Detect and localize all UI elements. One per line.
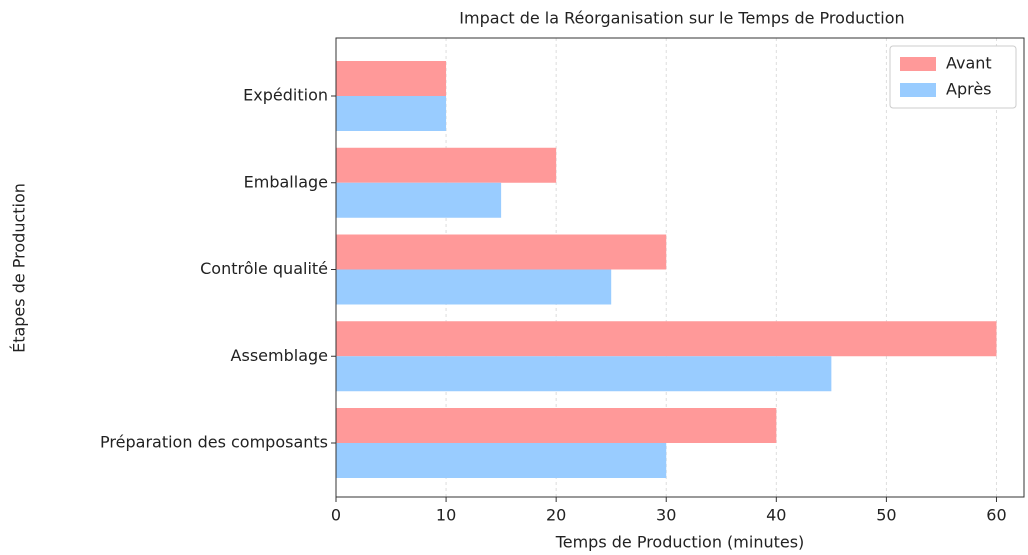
y-tick-label: Assemblage [231,346,328,365]
chart-title: Impact de la Réorganisation sur le Temps… [459,9,904,28]
bar [336,96,447,131]
bar [336,321,997,357]
legend-label: Avant [946,54,992,73]
x-tick-label: 60 [986,506,1006,525]
bar [336,356,832,392]
bar [336,182,502,218]
legend-swatch [900,83,936,97]
legend-label: Après [946,80,992,99]
x-tick-label: 40 [766,506,786,525]
x-tick-label: 20 [546,506,566,525]
bar [336,234,667,270]
bar [336,147,557,183]
y-axis-label: Étapes de Production [10,183,29,353]
y-tick-label: Préparation des composants [100,433,328,452]
x-tick-label: 50 [876,506,896,525]
y-tick-label: Emballage [244,172,328,191]
x-tick-label: 0 [331,506,341,525]
y-tick-label: Contrôle qualité [200,259,328,278]
bar [336,61,447,96]
x-tick-label: 10 [436,506,456,525]
bar [336,443,667,478]
legend-swatch [900,57,936,71]
plot-frame [335,37,1025,498]
x-tick-label: 30 [656,506,676,525]
y-tick-label: Expédition [243,86,328,105]
bar [336,408,777,443]
bar [336,269,612,305]
x-axis-label: Temps de Production (minutes) [555,533,805,552]
